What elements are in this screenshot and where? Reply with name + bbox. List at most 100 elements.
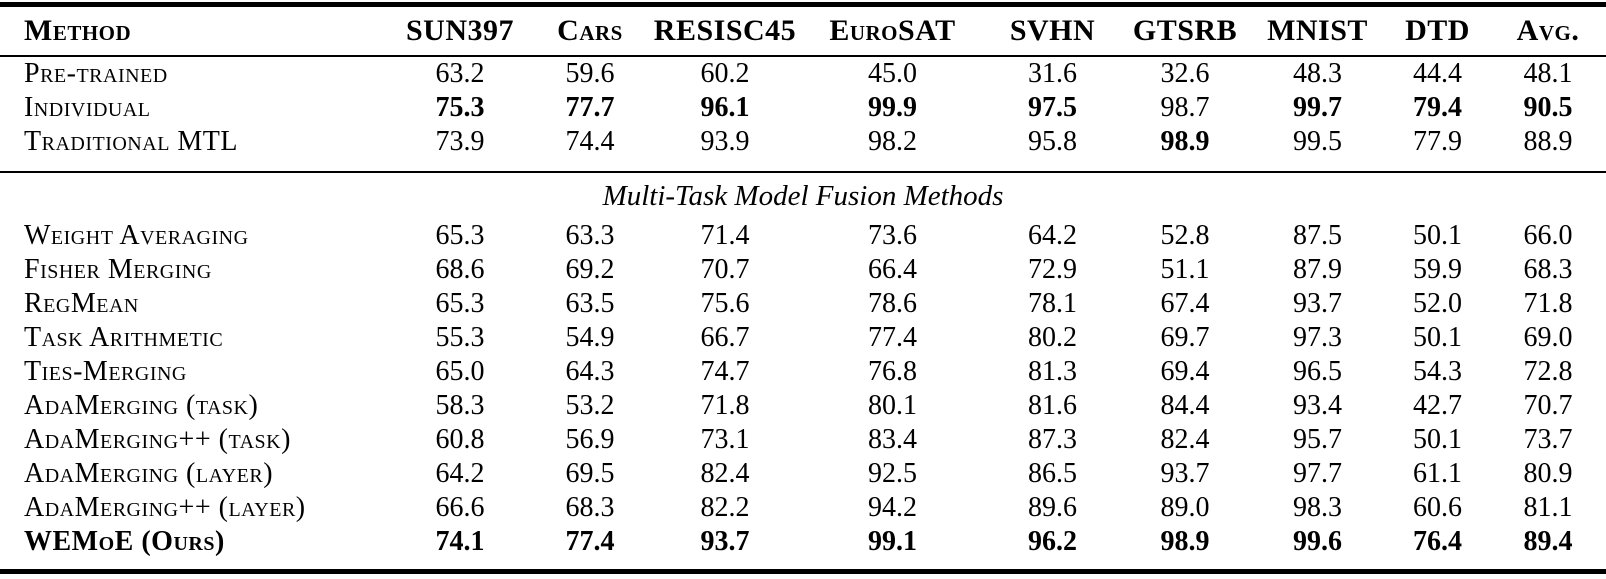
method-cell: Task Arithmetic <box>24 322 224 353</box>
value-cell: 87.5 <box>1293 220 1342 251</box>
value-cell: 77.4 <box>565 526 615 557</box>
table-row: Individual 75.3 77.7 96.1 99.9 97.5 98.7 99.7 79… <box>0 91 1606 125</box>
value-cell: 75.3 <box>435 92 485 123</box>
value-cell: 44.4 <box>1413 58 1462 89</box>
value-cell: 63.3 <box>565 220 615 251</box>
header-cell: SVHN <box>1009 14 1096 47</box>
value-cell: 45.0 <box>868 58 917 89</box>
header-cell: Cars <box>557 14 623 47</box>
value-cell: 32.6 <box>1160 58 1210 89</box>
table-row: Pre-trained 63.2 59.6 60.2 45.0 31.6 32.6 48.3 4… <box>0 57 1606 91</box>
table-row: AdaMerging++ (layer) 66.6 68.3 82.2 94.2 89.6… <box>0 491 1606 525</box>
value-cell: 50.1 <box>1413 220 1462 251</box>
value-cell: 97.7 <box>1293 458 1342 489</box>
table-row: WEMoE (Ours) 74.1 77.4 93.7 99.1 96.2 98.9 99.6… <box>0 525 1606 559</box>
value-cell: 93.7 <box>700 526 750 557</box>
header-cell: GTSRB <box>1132 14 1238 47</box>
value-cell: 73.6 <box>868 220 917 251</box>
value-cell: 69.4 <box>1160 356 1210 387</box>
value-cell: 92.5 <box>868 458 917 489</box>
value-cell: 81.1 <box>1523 492 1573 523</box>
section-separator-rule <box>0 171 1606 173</box>
value-cell: 78.1 <box>1028 288 1077 319</box>
method-cell: Pre-trained <box>24 58 168 89</box>
value-cell: 74.7 <box>700 356 750 387</box>
value-cell: 99.6 <box>1293 526 1342 557</box>
value-cell: 97.3 <box>1293 322 1342 353</box>
value-cell: 76.8 <box>868 356 917 387</box>
value-cell: 89.0 <box>1160 492 1210 523</box>
value-cell: 54.9 <box>565 322 615 353</box>
value-cell: 70.7 <box>1523 390 1573 421</box>
value-cell: 96.2 <box>1028 526 1077 557</box>
value-cell: 98.9 <box>1160 526 1210 557</box>
value-cell: 55.3 <box>435 322 485 353</box>
section-heading: Multi-Task Model Fusion Methods <box>602 179 1004 212</box>
table-row: AdaMerging (task) 58.3 53.2 71.8 80.1 81.6 84.… <box>0 389 1606 423</box>
value-cell: 59.6 <box>565 58 615 89</box>
spacer <box>0 559 1606 569</box>
method-cell: WEMoE (Ours) <box>24 526 225 557</box>
table-row: AdaMerging++ (task) 60.8 56.9 73.1 83.4 87.3 8… <box>0 423 1606 457</box>
value-cell: 95.8 <box>1028 126 1077 157</box>
value-cell: 66.6 <box>435 492 485 523</box>
value-cell: 99.7 <box>1293 92 1342 123</box>
table-row: RegMean 65.3 63.5 75.6 78.6 78.1 67.4 93.7 52.0 7… <box>0 287 1606 321</box>
header-cell-method: Method <box>24 14 132 47</box>
value-cell: 63.2 <box>435 58 485 89</box>
value-cell: 31.6 <box>1028 58 1077 89</box>
table-row: Ties-Merging 65.0 64.3 74.7 76.8 81.3 69.4 96.5… <box>0 355 1606 389</box>
value-cell: 68.3 <box>1523 254 1573 285</box>
value-cell: 64.2 <box>435 458 485 489</box>
value-cell: 77.9 <box>1413 126 1462 157</box>
method-cell: Ties-Merging <box>24 356 187 387</box>
table-row: AdaMerging (layer) 64.2 69.5 82.4 92.5 86.5 93… <box>0 457 1606 491</box>
value-cell: 52.8 <box>1160 220 1210 251</box>
value-cell: 82.2 <box>700 492 750 523</box>
value-cell: 71.4 <box>700 220 750 251</box>
table-row: Traditional MTL 73.9 74.4 93.9 98.2 95.8 98.9 9… <box>0 125 1606 159</box>
value-cell: 76.4 <box>1413 526 1462 557</box>
method-cell: AdaMerging (layer) <box>24 458 274 489</box>
table-bottom-rule <box>0 569 1606 574</box>
value-cell: 70.7 <box>700 254 750 285</box>
header-separator-rule <box>0 55 1606 57</box>
table-row: Weight Averaging 65.3 63.3 71.4 73.6 64.2 52.8… <box>0 219 1606 253</box>
value-cell: 98.3 <box>1293 492 1342 523</box>
value-cell: 93.7 <box>1160 458 1210 489</box>
value-cell: 80.2 <box>1028 322 1077 353</box>
value-cell: 80.1 <box>868 390 917 421</box>
value-cell: 98.2 <box>868 126 917 157</box>
header-cell: EuroSAT <box>829 14 956 47</box>
value-cell: 98.9 <box>1160 126 1210 157</box>
value-cell: 82.4 <box>1160 424 1210 455</box>
value-cell: 74.4 <box>565 126 615 157</box>
value-cell: 58.3 <box>435 390 485 421</box>
value-cell: 73.7 <box>1523 424 1573 455</box>
header-cell: DTD <box>1405 14 1470 47</box>
value-cell: 68.6 <box>435 254 485 285</box>
value-cell: 99.1 <box>868 526 917 557</box>
value-cell: 80.9 <box>1523 458 1573 489</box>
value-cell: 64.2 <box>1028 220 1077 251</box>
value-cell: 66.0 <box>1523 220 1573 251</box>
value-cell: 96.1 <box>700 92 750 123</box>
value-cell: 81.3 <box>1028 356 1077 387</box>
table-row: Fisher Merging 68.6 69.2 70.7 66.4 72.9 51.1 87… <box>0 253 1606 287</box>
header-cell: RESISC45 <box>653 14 797 47</box>
value-cell: 72.9 <box>1028 254 1077 285</box>
value-cell: 69.2 <box>565 254 615 285</box>
value-cell: 79.4 <box>1413 92 1462 123</box>
value-cell: 67.4 <box>1160 288 1210 319</box>
header-cell: Avg. <box>1516 14 1580 47</box>
value-cell: 74.1 <box>435 526 485 557</box>
spacer <box>0 159 1606 171</box>
value-cell: 66.7 <box>700 322 750 353</box>
value-cell: 59.9 <box>1413 254 1462 285</box>
value-cell: 48.1 <box>1523 58 1573 89</box>
value-cell: 84.4 <box>1160 390 1210 421</box>
value-cell: 82.4 <box>700 458 750 489</box>
value-cell: 65.3 <box>435 288 485 319</box>
value-cell: 65.3 <box>435 220 485 251</box>
